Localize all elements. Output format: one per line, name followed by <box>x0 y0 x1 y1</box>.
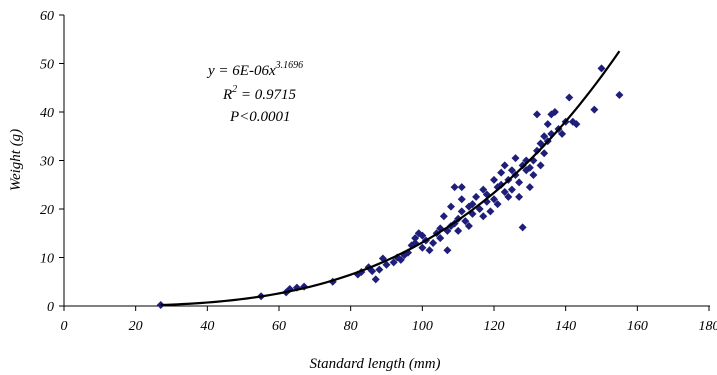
data-point <box>411 234 420 243</box>
equation-exponent: 3.1696 <box>275 60 304 71</box>
data-point <box>418 231 427 240</box>
data-point <box>504 192 513 201</box>
data-point <box>597 64 606 73</box>
data-point <box>490 175 498 184</box>
data-point <box>439 212 448 221</box>
y-tick-label: 30 <box>39 155 54 170</box>
y-tick-label: 60 <box>40 9 54 24</box>
p-value-label: P<0.0001 <box>229 109 291 125</box>
data-point <box>590 105 599 114</box>
x-tick-label: 80 <box>344 319 358 334</box>
data-point <box>457 195 466 204</box>
data-point <box>507 185 516 194</box>
data-point <box>425 246 434 255</box>
r-squared-exponent: 2 <box>232 84 237 95</box>
data-point <box>525 163 534 172</box>
y-axis-label: Weight (g) <box>8 129 24 191</box>
data-point <box>615 91 624 100</box>
data-point <box>450 183 459 192</box>
data-point <box>540 149 549 158</box>
data-point <box>490 195 498 204</box>
data-point <box>500 161 509 170</box>
data-point <box>533 110 541 119</box>
data-point <box>368 267 377 276</box>
data-point <box>511 154 520 163</box>
r-squared-label: R2 = 0.9715 <box>222 84 297 103</box>
y-axis-ticks: 0 10 20 30 40 50 60 <box>39 9 64 315</box>
equation-base: y = 6E-06x <box>206 63 276 79</box>
data-point <box>461 217 470 226</box>
data-point <box>479 212 488 221</box>
x-tick-label: 160 <box>627 319 648 334</box>
data-point <box>529 171 538 180</box>
data-point <box>457 207 466 216</box>
data-point <box>515 178 524 187</box>
r-squared-value: = 0.9715 <box>237 87 296 103</box>
data-point <box>371 275 380 284</box>
data-point <box>464 221 473 230</box>
data-point <box>457 183 466 192</box>
data-point <box>507 166 516 175</box>
x-tick-label: 120 <box>484 319 505 334</box>
data-point <box>486 207 495 216</box>
data-point <box>436 234 445 243</box>
data-points <box>156 64 624 310</box>
equation-label: y = 6E-06x3.1696 <box>206 60 303 79</box>
data-point <box>443 246 452 255</box>
x-tick-label: 100 <box>412 319 433 334</box>
data-point <box>447 202 455 211</box>
data-point <box>479 185 488 194</box>
data-point <box>558 129 567 138</box>
trendline-annotation: y = 6E-06x3.1696 R2 = 0.9715 P<0.0001 <box>206 60 303 125</box>
x-tick-label: 60 <box>272 319 286 334</box>
x-axis-ticks: 0 20 40 60 80 100 120 140 160 180 <box>61 306 717 334</box>
x-axis-label: Standard length (mm) <box>309 356 440 372</box>
x-tick-label: 140 <box>555 319 576 334</box>
x-tick-label: 40 <box>200 319 214 334</box>
data-point <box>454 226 463 235</box>
data-point <box>389 258 398 267</box>
data-point <box>500 188 509 197</box>
y-tick-label: 20 <box>40 203 54 218</box>
data-point <box>493 200 502 209</box>
data-point <box>418 243 427 252</box>
data-point <box>533 146 541 155</box>
r-squared-base: R <box>222 87 232 103</box>
data-point <box>565 93 574 102</box>
data-point <box>156 301 165 310</box>
y-tick-label: 50 <box>40 58 54 73</box>
data-point <box>375 265 384 274</box>
x-tick-label: 180 <box>699 319 717 334</box>
x-tick-label: 20 <box>129 319 143 334</box>
x-tick-label: 0 <box>61 319 68 334</box>
data-point <box>550 108 559 116</box>
data-point <box>429 238 438 247</box>
data-point <box>536 161 545 170</box>
data-point <box>518 161 527 170</box>
data-point <box>515 192 524 201</box>
data-point <box>396 255 405 264</box>
y-tick-label: 0 <box>47 300 54 315</box>
data-point <box>497 180 506 189</box>
data-point <box>525 183 534 192</box>
data-point <box>518 223 527 232</box>
data-point <box>543 120 552 129</box>
data-point <box>468 200 477 209</box>
data-point <box>497 168 506 177</box>
y-tick-label: 10 <box>40 252 54 267</box>
data-point <box>572 120 581 129</box>
data-point <box>540 132 549 141</box>
power-trendline <box>160 50 621 307</box>
data-point <box>472 192 481 201</box>
y-tick-label: 40 <box>40 106 54 121</box>
data-point <box>382 260 391 269</box>
